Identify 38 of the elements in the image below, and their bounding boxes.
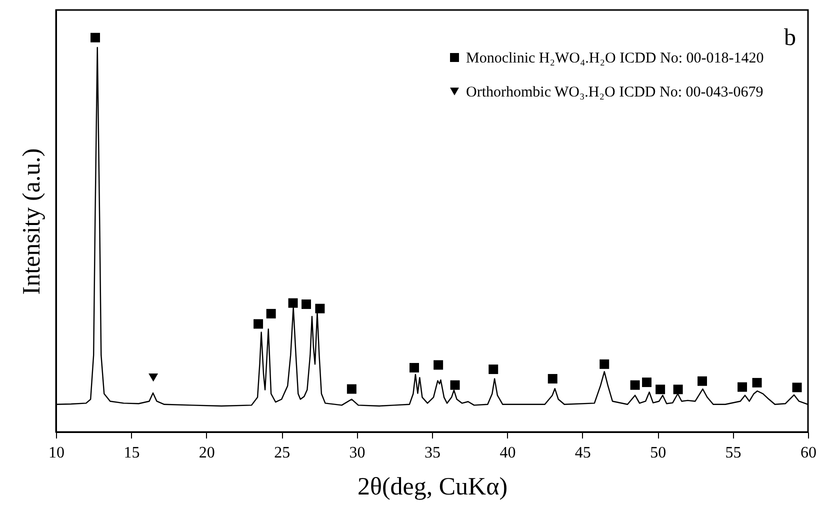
point — [450, 380, 460, 390]
x-tick-label: 35 — [424, 444, 440, 462]
x-tick-label: 10 — [48, 444, 64, 462]
point — [673, 384, 683, 394]
point — [752, 378, 762, 388]
point — [488, 364, 498, 374]
x-tick-label: 20 — [198, 444, 215, 462]
point — [642, 378, 652, 388]
point — [738, 382, 748, 392]
point — [254, 319, 264, 329]
point — [346, 384, 356, 394]
x-tick-label: 45 — [574, 444, 591, 462]
y-axis-title: Intensity (a.u.) — [18, 148, 46, 295]
point — [434, 360, 444, 370]
point — [148, 373, 158, 382]
legend-label: Monoclinic H₂WO₄.H₂O ICDD No: 00-018-1420 — [466, 50, 764, 66]
x-tick-label: 55 — [725, 444, 742, 462]
x-tick-label: 50 — [650, 444, 666, 462]
point — [630, 380, 640, 390]
point — [410, 362, 419, 372]
point — [656, 384, 666, 394]
x-tick-label: 15 — [124, 444, 140, 462]
legend-label: Orthorhombic WO₃.H₂O ICDD No: 00-043-0679 — [466, 84, 764, 100]
annotation: b — [784, 25, 796, 51]
point — [266, 308, 276, 318]
point — [302, 299, 312, 309]
point — [600, 359, 610, 369]
point — [548, 374, 558, 384]
point — [792, 382, 802, 392]
point — [288, 298, 298, 308]
point — [315, 304, 325, 314]
x-tick-label: 40 — [500, 444, 516, 462]
x-tick-label: 30 — [349, 444, 366, 462]
x-tick-label: 25 — [274, 444, 290, 462]
x-tick-label: 60 — [800, 444, 816, 462]
x-axis-title: 2θ(deg, CuKα) — [357, 474, 508, 500]
point — [698, 376, 708, 386]
point — [90, 32, 100, 42]
